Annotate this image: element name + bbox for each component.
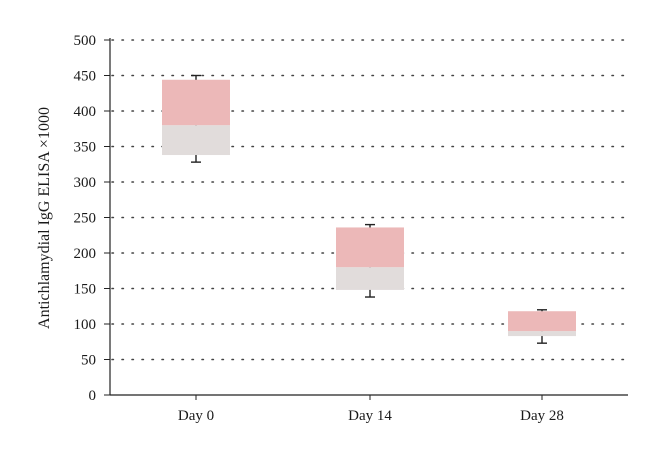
x-tick-labels: Day 0 Day 14 Day 28 — [178, 408, 564, 424]
box-lower-day-14 — [336, 267, 404, 290]
box-lower-day-28 — [508, 331, 576, 337]
y-tick-label-350: 350 — [74, 140, 97, 156]
box-day-28 — [508, 309, 576, 344]
x-tick-label-day-14: Day 14 — [348, 408, 392, 424]
y-tick-label-50: 50 — [81, 353, 96, 369]
x-tick-label-day-28: Day 28 — [520, 408, 564, 424]
box-upper-day-28 — [508, 311, 576, 332]
y-tick-labels: 0 50 100 150 200 250 300 350 400 450 500 — [74, 33, 97, 404]
box-lower-day-0 — [162, 125, 230, 156]
y-tick-label-500: 500 — [74, 33, 97, 49]
box-day-14 — [336, 223, 404, 298]
axes — [104, 38, 628, 400]
box-upper-day-14 — [336, 227, 404, 268]
y-tick-label-100: 100 — [74, 317, 97, 333]
y-tick-label-150: 150 — [74, 282, 97, 298]
box-plots — [162, 74, 576, 344]
y-tick-label-300: 300 — [74, 175, 97, 191]
y-tick-label-250: 250 — [74, 211, 97, 227]
box-day-0 — [162, 74, 230, 163]
y-tick-label-450: 450 — [74, 69, 97, 85]
x-tick-label-day-0: Day 0 — [178, 408, 214, 424]
box-upper-day-0 — [162, 79, 230, 126]
y-axis-title: Antichlamydial IgG ELISA ×1000 — [36, 107, 53, 329]
y-tick-label-0: 0 — [89, 388, 97, 404]
y-tick-label-200: 200 — [74, 246, 97, 262]
y-tick-label-400: 400 — [74, 104, 97, 120]
